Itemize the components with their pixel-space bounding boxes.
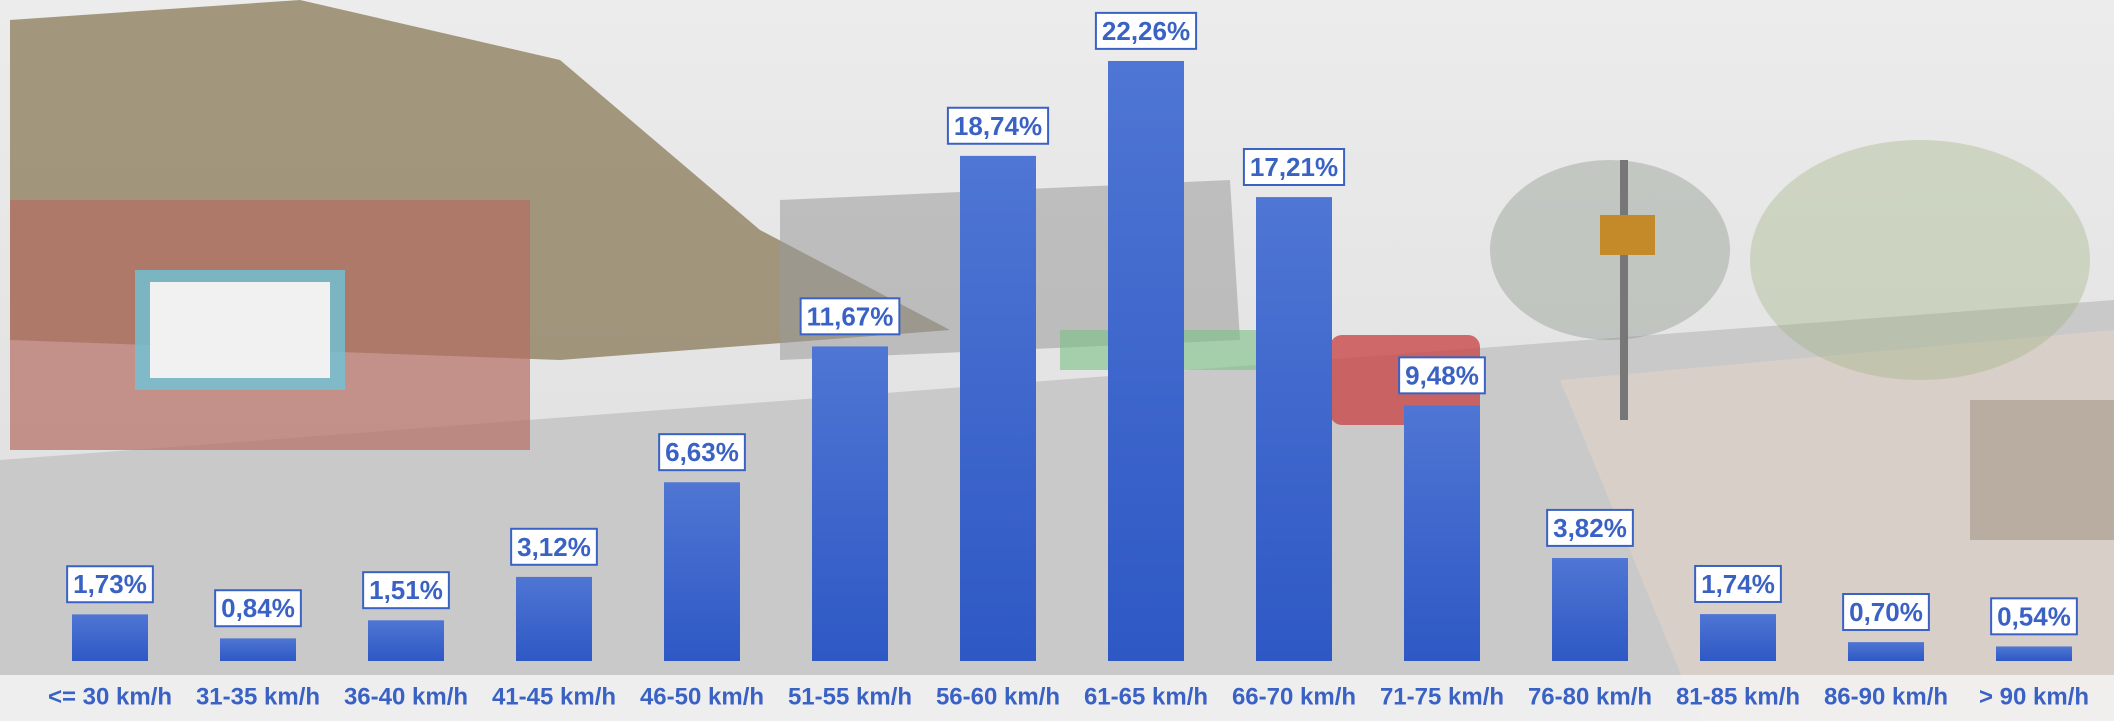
data-label: 17,21% [1244,149,1344,185]
bar [1404,405,1480,661]
speed-sign [1600,215,1655,255]
data-label-text: 18,74% [954,111,1042,141]
bar [960,156,1036,661]
data-label-text: 22,26% [1102,16,1190,46]
x-tick-label: 46-50 km/h [640,683,764,710]
data-label: 1,51% [363,572,449,608]
bar [220,638,296,661]
x-tick-label: 41-45 km/h [492,683,616,710]
x-tick-label: 71-75 km/h [1380,683,1504,710]
data-label: 0,54% [1991,598,2077,634]
data-label: 11,67% [801,298,900,334]
data-label: 6,63% [659,434,745,470]
data-label-text: 0,70% [1849,597,1923,627]
data-label: 3,82% [1547,510,1633,546]
x-tick-label: > 90 km/h [1979,683,2089,710]
data-label-text: 9,48% [1405,360,1479,390]
bar [516,577,592,661]
bar [1848,642,1924,661]
data-label-text: 1,51% [369,575,443,605]
bar [1996,646,2072,661]
x-tick-label: 51-55 km/h [788,683,912,710]
data-label-text: 11,67% [807,301,894,331]
x-tick-label: <= 30 km/h [48,683,172,710]
data-label-text: 0,54% [1997,601,2071,631]
data-label-text: 6,63% [665,437,739,467]
data-label: 9,48% [1399,357,1485,393]
window [150,282,330,378]
x-tick-label: 61-65 km/h [1084,683,1208,710]
data-label: 0,70% [1843,594,1929,630]
x-tick-label: 81-85 km/h [1676,683,1800,710]
x-tick-label: 86-90 km/h [1824,683,1948,710]
data-label-text: 3,12% [517,532,591,562]
background-photo [0,0,2114,721]
bar [1552,558,1628,661]
x-tick-label: 66-70 km/h [1232,683,1356,710]
bar [1256,197,1332,661]
data-label-text: 1,73% [73,569,147,599]
x-tick-label: 56-60 km/h [936,683,1060,710]
bar [1108,61,1184,661]
data-label: 1,74% [1695,566,1781,602]
bar [368,620,444,661]
bar [72,614,148,661]
x-tick-label: 76-80 km/h [1528,683,1652,710]
data-label: 22,26% [1096,13,1196,49]
x-tick-label: 36-40 km/h [344,683,468,710]
fence [1970,400,2114,540]
bar [1700,614,1776,661]
bar [812,346,888,661]
bar [664,482,740,661]
lamp-post [1620,160,1628,420]
data-label: 1,73% [67,566,153,602]
data-label-text: 0,84% [221,593,295,623]
data-label: 3,12% [511,529,597,565]
tree [1750,140,2090,380]
data-label: 0,84% [215,590,301,626]
data-label: 18,74% [948,108,1048,144]
page: {"chart_data": {"type": "bar", "categori… [0,0,2114,721]
chart: <= 30 km/h 1,73% 31-35 km/h 0,84% 36-40 km/h… [0,0,2114,721]
x-tick-label: 31-35 km/h [196,683,320,710]
data-label-text: 3,82% [1553,513,1627,543]
data-label-text: 17,21% [1250,152,1338,182]
data-label-text: 1,74% [1701,569,1775,599]
